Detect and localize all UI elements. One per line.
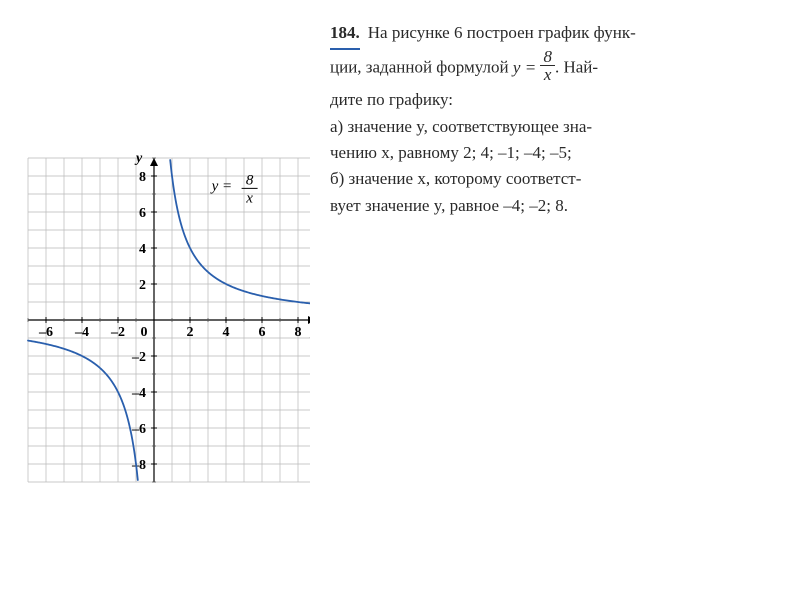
svg-text:x: x: [309, 327, 310, 342]
svg-text:–4: –4: [131, 386, 146, 401]
problem-text: 184. На рисунке 6 построен график функ- ц…: [330, 20, 770, 219]
svg-text:8: 8: [295, 325, 302, 340]
formula-inline: y = 8x: [513, 58, 555, 77]
line-a: а) значение y, соответствующее зна-: [330, 117, 592, 136]
svg-text:4: 4: [139, 242, 146, 257]
svg-text:–8: –8: [131, 458, 146, 473]
svg-text:8: 8: [246, 172, 254, 188]
svg-text:–6: –6: [38, 325, 53, 340]
svg-text:6: 6: [259, 325, 266, 340]
svg-text:–4: –4: [74, 325, 89, 340]
line-a2: чению x, равному 2; 4; –1; –4; –5;: [330, 143, 572, 162]
line-b: б) значение x, которому соответст-: [330, 169, 581, 188]
svg-text:–2: –2: [131, 350, 146, 365]
problem-text-panel: 184. На рисунке 6 построен график функ- ц…: [330, 20, 780, 550]
svg-text:8: 8: [139, 170, 146, 185]
svg-text:2: 2: [187, 325, 194, 340]
intro-c: . Най-: [555, 58, 598, 77]
problem-number: 184.: [330, 20, 360, 50]
svg-text:6: 6: [139, 206, 146, 221]
chart-panel: –6–4–202468–8–6–4–22468xyy =8x: [20, 20, 310, 550]
line-b2: вует значение y, равное –4; –2; 8.: [330, 196, 568, 215]
svg-text:–6: –6: [131, 422, 146, 437]
svg-text:y =: y =: [210, 178, 233, 194]
svg-text:–2: –2: [110, 325, 125, 340]
intro-a: На рисунке 6 построен график функ-: [368, 23, 636, 42]
svg-text:0: 0: [141, 325, 148, 340]
svg-text:4: 4: [223, 325, 230, 340]
intro-b: ции, заданной формулой: [330, 58, 513, 77]
svg-text:y: y: [134, 151, 143, 166]
svg-text:2: 2: [139, 278, 146, 293]
hyperbola-chart: –6–4–202468–8–6–4–22468xyy =8x: [20, 150, 310, 550]
svg-text:x: x: [245, 190, 253, 206]
intro-d: дите по графику:: [330, 90, 453, 109]
